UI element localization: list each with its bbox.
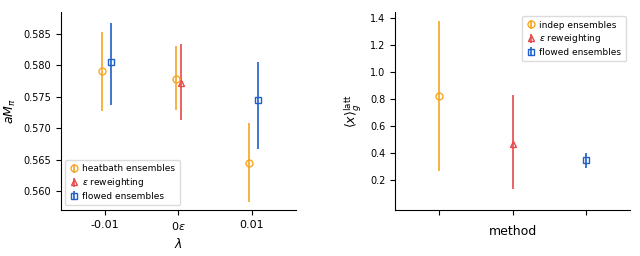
X-axis label: method: method [488,225,537,238]
Y-axis label: $aM_\pi$: $aM_\pi$ [3,98,18,124]
Legend: indep ensembles, $\epsilon$ reweighting, flowed ensembles: indep ensembles, $\epsilon$ reweighting,… [522,16,626,61]
Y-axis label: $\langle x \rangle_g^{\mathrm{latt}}$: $\langle x \rangle_g^{\mathrm{latt}}$ [343,94,364,127]
Legend: heatbath ensembles, $\epsilon$ reweighting, flowed ensembles: heatbath ensembles, $\epsilon$ reweighti… [65,160,180,205]
X-axis label: $\lambda$: $\lambda$ [174,237,183,251]
